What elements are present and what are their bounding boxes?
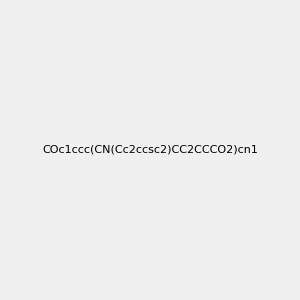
Text: COc1ccc(CN(Cc2ccsc2)CC2CCCO2)cn1: COc1ccc(CN(Cc2ccsc2)CC2CCCO2)cn1 — [42, 145, 258, 155]
